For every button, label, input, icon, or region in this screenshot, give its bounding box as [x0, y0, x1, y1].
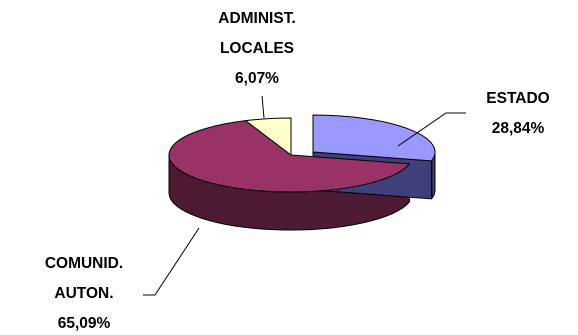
- svg-text:ADMINIST.: ADMINIST.: [218, 10, 296, 27]
- leader-line-estado: [397, 112, 466, 147]
- svg-text:AUTON.: AUTON.: [54, 285, 113, 302]
- label-comunid-name-line1: COMUNID.: [45, 255, 123, 272]
- pie-top-layer: [168, 114, 436, 193]
- label-estado-value: 28,84%: [492, 120, 545, 137]
- svg-text:28,84%: 28,84%: [492, 120, 545, 137]
- label-administ-name-line2: LOCALES: [220, 40, 294, 57]
- leader-line-administ: [261, 95, 265, 119]
- svg-text:65,09%: 65,09%: [58, 315, 111, 332]
- slice-administ-locales-top: [245, 117, 292, 156]
- slice-comunid-auton-top: [168, 120, 410, 193]
- data-labels: ESTADO 28,84% COMUNID. AUTON. 65,09% ADM…: [45, 10, 550, 332]
- leader-lines: [143, 95, 466, 296]
- label-administ-value: 6,07%: [235, 70, 279, 87]
- svg-text:COMUNID.: COMUNID.: [45, 255, 123, 272]
- label-comunid-value: 65,09%: [58, 315, 111, 332]
- label-comunid-name-line2: AUTON.: [54, 285, 113, 302]
- svg-text:6,07%: 6,07%: [235, 70, 279, 87]
- label-administ-name-line1: ADMINIST.: [218, 10, 296, 27]
- leader-line-comunid: [143, 227, 200, 296]
- slice-estado-top: [312, 114, 436, 162]
- label-estado-name: ESTADO: [486, 90, 549, 107]
- svg-text:ESTADO: ESTADO: [486, 90, 549, 107]
- svg-text:LOCALES: LOCALES: [220, 40, 294, 57]
